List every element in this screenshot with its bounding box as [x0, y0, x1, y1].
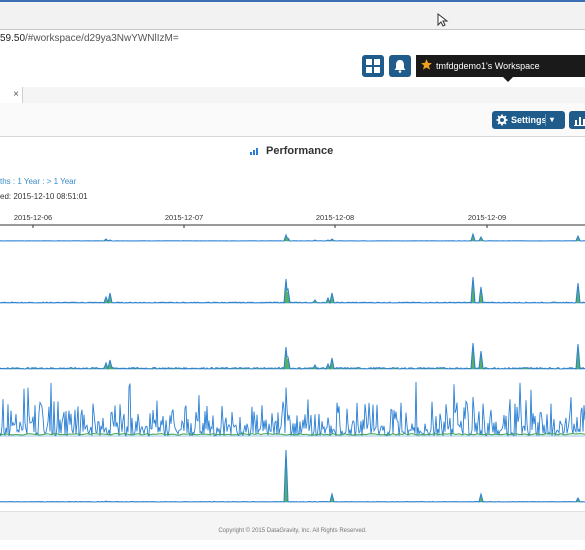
settings-label: Settings: [511, 115, 547, 125]
time-axis: 2015-12-06 2015-12-07 2015-12-08 2015-12-09: [0, 213, 585, 228]
workspace-tooltip-caret: [503, 77, 513, 82]
gear-icon: [496, 114, 508, 126]
series-blue-line: [0, 232, 585, 242]
url-path: /#workspace/d29ya3NwYWNlIzM=: [25, 33, 179, 44]
series-blue-line: [0, 381, 585, 438]
x-tick-label: 2015-12-07: [165, 213, 203, 222]
bell-icon: [394, 60, 406, 73]
settings-button[interactable]: Settings ▾: [492, 111, 565, 129]
browser-chrome: [0, 0, 585, 30]
tab-close-icon[interactable]: ×: [13, 89, 19, 100]
series-green-area: [0, 280, 585, 303]
series-green-area: [0, 346, 585, 369]
last-updated-text: ed: 2015-12-10 08:51:01: [0, 192, 88, 201]
mouse-cursor-icon: [437, 13, 449, 27]
series-green-line: [0, 432, 585, 436]
workspace-selector[interactable]: tmfdgdemo1's Workspace: [416, 55, 585, 77]
performance-charts: 2015-12-06 2015-12-07 2015-12-08 2015-12-09: [0, 213, 585, 503]
chart-row: [0, 276, 585, 305]
grid-icon: [366, 59, 380, 73]
chart-row: [0, 381, 585, 438]
tab-strip: ×: [0, 87, 585, 104]
x-tick-label: 2015-12-08: [316, 213, 354, 222]
bar-chart-icon: [574, 117, 585, 126]
chart-view-button[interactable]: [569, 111, 585, 129]
chart-row: [0, 232, 585, 242]
panel-title: Performance: [250, 145, 333, 157]
chart-rows: [0, 232, 585, 503]
copyright-text: Copyright © 2015 DataGravity, Inc. All R…: [218, 528, 367, 534]
tab-performance[interactable]: ×: [0, 87, 23, 103]
url-host: 59.50: [0, 33, 26, 44]
workspace-label: tmfdgdemo1's Workspace: [436, 61, 540, 71]
series-blue-line: [0, 449, 585, 503]
series-green-area: [0, 235, 585, 241]
notifications-button[interactable]: [389, 55, 411, 77]
chart-icon: [250, 148, 258, 156]
series-green-area: [0, 457, 585, 502]
x-tick-label: 2015-12-06: [14, 213, 52, 222]
series-blue-line: [0, 342, 585, 371]
star-icon: [421, 59, 432, 70]
series-blue-line: [0, 276, 585, 305]
chart-row: [0, 449, 585, 503]
time-range-links[interactable]: ths : 1 Year : > 1 Year: [0, 177, 77, 186]
browser-accent-border: [0, 0, 585, 2]
panel-toolbar: Settings ▾: [0, 103, 585, 137]
address-bar[interactable]: 59.50/#workspace/d29ya3NwYWNlIzM=: [0, 29, 585, 48]
footer: Copyright © 2015 DataGravity, Inc. All R…: [0, 511, 585, 540]
x-tick-label: 2015-12-09: [468, 213, 506, 222]
app-header: tmfdgdemo1's Workspace: [0, 47, 585, 88]
dashboard-grid-button[interactable]: [362, 55, 384, 77]
chart-row: [0, 342, 585, 371]
settings-dropdown-caret[interactable]: ▾: [550, 115, 555, 124]
panel-title-text: Performance: [266, 145, 334, 157]
settings-divider: [545, 114, 546, 126]
